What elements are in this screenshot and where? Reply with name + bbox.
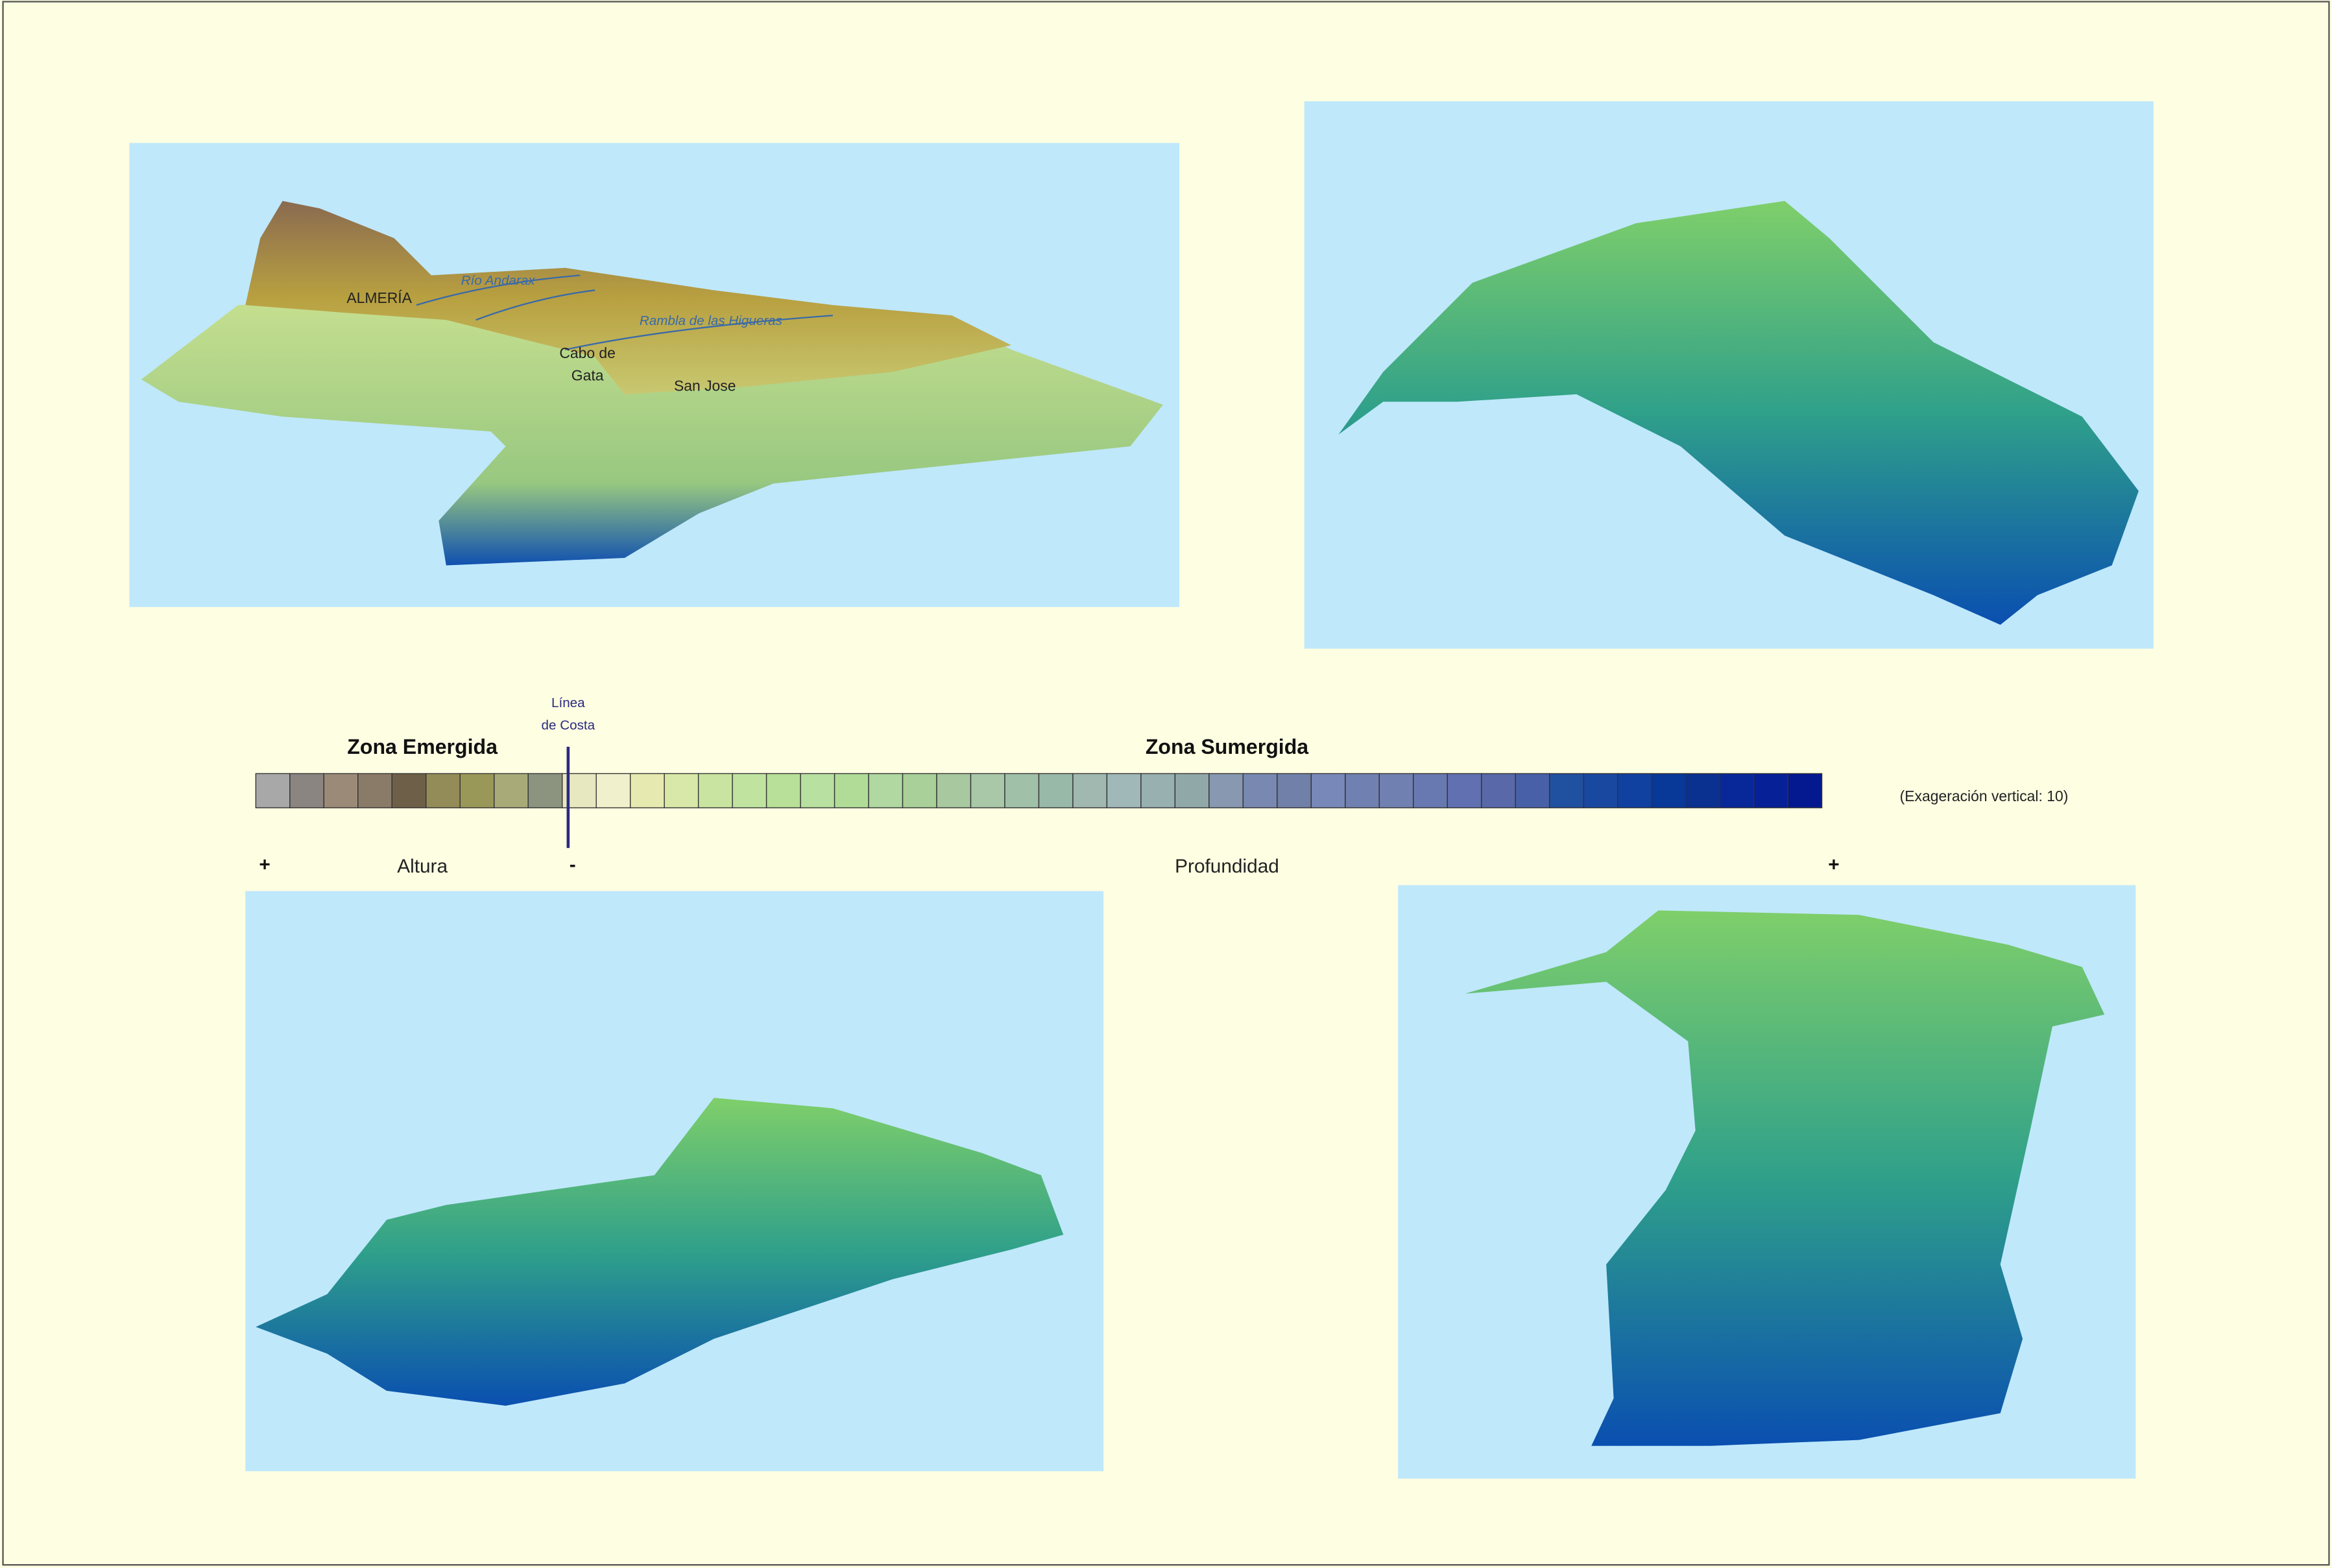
height-label: Altura — [397, 856, 448, 877]
color-swatch — [1787, 773, 1823, 808]
color-swatch — [1753, 773, 1788, 808]
emerged-label: Zona Emergida — [347, 735, 498, 758]
color-swatch — [664, 773, 699, 808]
color-swatch — [765, 773, 801, 808]
color-swatch — [936, 773, 972, 808]
coast-label: Línea — [551, 695, 585, 710]
color-swatch — [1277, 773, 1312, 808]
color-swatch — [1310, 773, 1346, 808]
city-label: ALMERÍA — [346, 289, 412, 306]
color-swatch — [459, 773, 495, 808]
color-swatch — [255, 773, 291, 808]
color-swatch — [1378, 773, 1414, 808]
terrain — [1465, 910, 2105, 1446]
place-label: San Jose — [674, 377, 736, 394]
color-swatch — [970, 773, 1005, 808]
terrain — [1338, 200, 2139, 625]
color-swatch — [902, 773, 937, 808]
color-swatch — [1004, 773, 1040, 808]
color-swatch — [1208, 773, 1244, 808]
color-swatch — [1617, 773, 1652, 808]
panel-top-right — [1304, 101, 2154, 649]
color-swatch — [391, 773, 427, 808]
color-swatch — [1038, 773, 1074, 808]
color-swatch — [426, 773, 461, 808]
river-label: Rambla de las Higueras — [640, 313, 782, 328]
place-label: Gata — [571, 367, 604, 383]
color-swatch — [323, 773, 359, 808]
color-swatch — [527, 773, 563, 808]
color-swatch — [595, 773, 631, 808]
color-swatch — [1174, 773, 1210, 808]
panel-bottom-left — [245, 891, 1104, 1471]
terrain — [256, 1098, 1064, 1406]
color-swatch — [289, 773, 325, 808]
color-swatch — [357, 773, 392, 808]
color-swatch — [834, 773, 869, 808]
color-swatch — [494, 773, 529, 808]
submerged-label: Zona Sumergida — [1146, 735, 1309, 758]
color-swatch — [1447, 773, 1482, 808]
river-label: Río Andarax — [461, 273, 536, 288]
color-swatch — [1345, 773, 1380, 808]
color-swatch — [1685, 773, 1720, 808]
color-swatch — [1140, 773, 1176, 808]
color-swatch — [1413, 773, 1448, 808]
color-swatch — [1651, 773, 1687, 808]
color-swatch — [1719, 773, 1755, 808]
coast-label: de Costa — [542, 718, 595, 733]
legend: Línea de Costa Zona Emergida Zona Sumerg… — [255, 695, 2069, 877]
panel-bottom-right — [1398, 885, 2136, 1479]
place-label: Cabo de — [559, 344, 616, 361]
color-swatch — [1481, 773, 1516, 808]
color-swatch — [1106, 773, 1142, 808]
exaggeration-note: (Exageración vertical: 10) — [1900, 788, 2069, 804]
mountains — [245, 200, 1012, 394]
color-swatch — [868, 773, 904, 808]
color-swatch — [1515, 773, 1550, 808]
rivers — [416, 274, 834, 351]
color-swatch — [629, 773, 665, 808]
color-swatch — [800, 773, 835, 808]
minus-sign: - — [570, 854, 576, 875]
plus-sign: + — [1828, 854, 1839, 875]
color-swatch — [732, 773, 767, 808]
color-swatch — [697, 773, 733, 808]
color-swatch — [1072, 773, 1108, 808]
depth-label: Profundidad — [1175, 856, 1279, 877]
color-swatch — [1242, 773, 1278, 808]
plus-sign: + — [259, 854, 270, 875]
panel-top-left: ALMERÍA Río Andarax Rambla de las Higuer… — [129, 143, 1180, 607]
color-swatch — [1583, 773, 1618, 808]
color-swatch — [1549, 773, 1584, 808]
